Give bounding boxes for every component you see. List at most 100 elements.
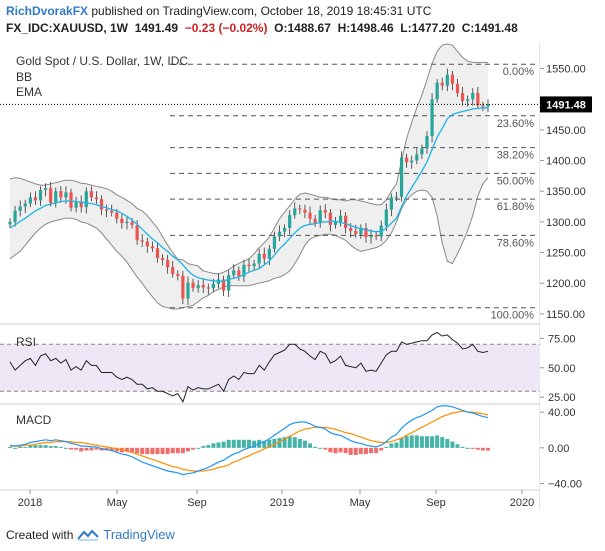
- candle-body: [23, 203, 27, 207]
- macd-histogram-bar: [369, 447, 374, 454]
- fib-level-label: 61.80%: [497, 201, 535, 213]
- y-tick-label: 1450.00: [546, 125, 586, 137]
- grid-layer: [0, 42, 605, 510]
- candle-body: [399, 157, 404, 197]
- macd-histogram-bar: [348, 447, 353, 455]
- candle-body: [211, 283, 216, 289]
- macd-histogram-bar: [374, 447, 379, 454]
- macd-histogram-bar: [180, 447, 185, 454]
- macd-histogram-bar: [247, 439, 251, 448]
- tradingview-brand[interactable]: TradingView: [103, 527, 175, 542]
- candle-body: [455, 83, 460, 94]
- macd-histogram-bar: [323, 447, 328, 450]
- candle-body: [262, 253, 266, 259]
- macd-histogram-bar: [313, 446, 318, 448]
- publish-info: published on TradingView.com, October 18…: [88, 4, 432, 18]
- candle-body: [450, 74, 455, 84]
- macd-histogram-bar: [185, 447, 190, 452]
- candle-body: [374, 235, 378, 237]
- macd-histogram-bar: [94, 447, 99, 450]
- candle-body: [201, 285, 205, 288]
- legend-entry: BB: [16, 70, 32, 84]
- candle-body: [338, 215, 343, 222]
- candle-body: [69, 192, 73, 208]
- candle-body: [38, 189, 43, 201]
- macd-histogram-bar: [297, 438, 302, 448]
- candle-body: [130, 221, 134, 225]
- candle-body: [196, 285, 200, 289]
- symbol-label: FX_IDC:XAUUSD, 1W: [6, 21, 129, 35]
- macd-tick-label: 40.00: [548, 407, 576, 419]
- candle-body: [333, 221, 338, 225]
- macd-histogram-bar: [8, 446, 12, 448]
- macd-histogram-bar: [241, 439, 246, 448]
- macd-histogram-bar: [89, 447, 94, 451]
- candle-body: [13, 210, 17, 222]
- candle-body: [135, 224, 139, 241]
- open-label: O:: [274, 21, 288, 35]
- macd-histogram-bar: [221, 441, 226, 448]
- low-value: 1477.20: [411, 21, 456, 35]
- y-tick-label: 1250.00: [546, 248, 586, 260]
- last-price-label: 1491.48: [546, 99, 586, 111]
- macd-histogram-bar: [53, 446, 58, 448]
- macd-histogram-bar: [318, 447, 323, 449]
- macd-signal-line: [10, 410, 489, 472]
- macd-histogram-bar: [13, 447, 18, 449]
- legend-entry: EMA: [16, 85, 42, 99]
- macd-histogram-bar: [206, 445, 211, 448]
- macd-histogram-bar: [109, 447, 114, 451]
- candle-body: [369, 235, 373, 238]
- candle-body: [176, 274, 180, 276]
- candle-body: [272, 236, 277, 249]
- fib-level-label: 78.60%: [497, 237, 535, 249]
- candle-body: [445, 74, 449, 86]
- macd-histogram-bar: [114, 447, 119, 452]
- macd-histogram-bar: [430, 436, 435, 448]
- macd-histogram-bar: [18, 446, 23, 448]
- macd-pane: MACD: [8, 405, 490, 476]
- x-tick-label: Sep: [187, 497, 207, 509]
- candle-body: [394, 196, 399, 198]
- rsi-title: RSI: [16, 335, 36, 349]
- candle-body: [8, 221, 12, 225]
- macd-histogram-bar: [135, 447, 140, 454]
- macd-histogram-bar: [28, 445, 33, 448]
- macd-title: MACD: [16, 413, 52, 427]
- macd-histogram-bar: [63, 447, 68, 449]
- macd-histogram-bar: [460, 446, 465, 448]
- candle-body: [120, 218, 124, 224]
- macd-histogram-bar: [84, 447, 89, 451]
- macd-histogram-bar: [124, 447, 129, 452]
- candle-body: [181, 275, 185, 299]
- macd-tick-label: 0.00: [548, 443, 569, 455]
- author-name[interactable]: RichDvorakFX: [6, 4, 89, 18]
- macd-histogram-bar: [414, 435, 419, 448]
- macd-histogram-bar: [48, 446, 53, 448]
- macd-histogram-bar: [252, 440, 257, 448]
- macd-histogram-bar: [435, 435, 440, 448]
- macd-histogram-bar: [486, 447, 490, 451]
- candle-body: [344, 215, 348, 228]
- candle-body: [420, 148, 424, 155]
- macd-histogram-bar: [287, 436, 292, 448]
- macd-histogram-bar: [379, 447, 384, 451]
- candle-body: [460, 93, 465, 102]
- macd-histogram-bar: [160, 447, 165, 455]
- macd-histogram-bar: [201, 446, 206, 448]
- candle-body: [49, 188, 53, 203]
- publish-header: RichDvorakFX published on TradingView.co…: [6, 4, 431, 18]
- rsi-tick-label: 50.00: [548, 363, 576, 375]
- candle-body: [160, 258, 165, 260]
- macd-histogram-bar: [384, 446, 389, 448]
- candle-body: [206, 287, 210, 289]
- macd-histogram-bar: [140, 447, 145, 455]
- macd-histogram-bar: [155, 447, 160, 455]
- macd-histogram-bar: [465, 447, 470, 449]
- ema-line: [9, 107, 488, 283]
- macd-histogram-bar: [231, 439, 236, 448]
- candle-body: [59, 191, 63, 198]
- candle-body: [288, 215, 292, 228]
- macd-histogram-bar: [23, 446, 28, 448]
